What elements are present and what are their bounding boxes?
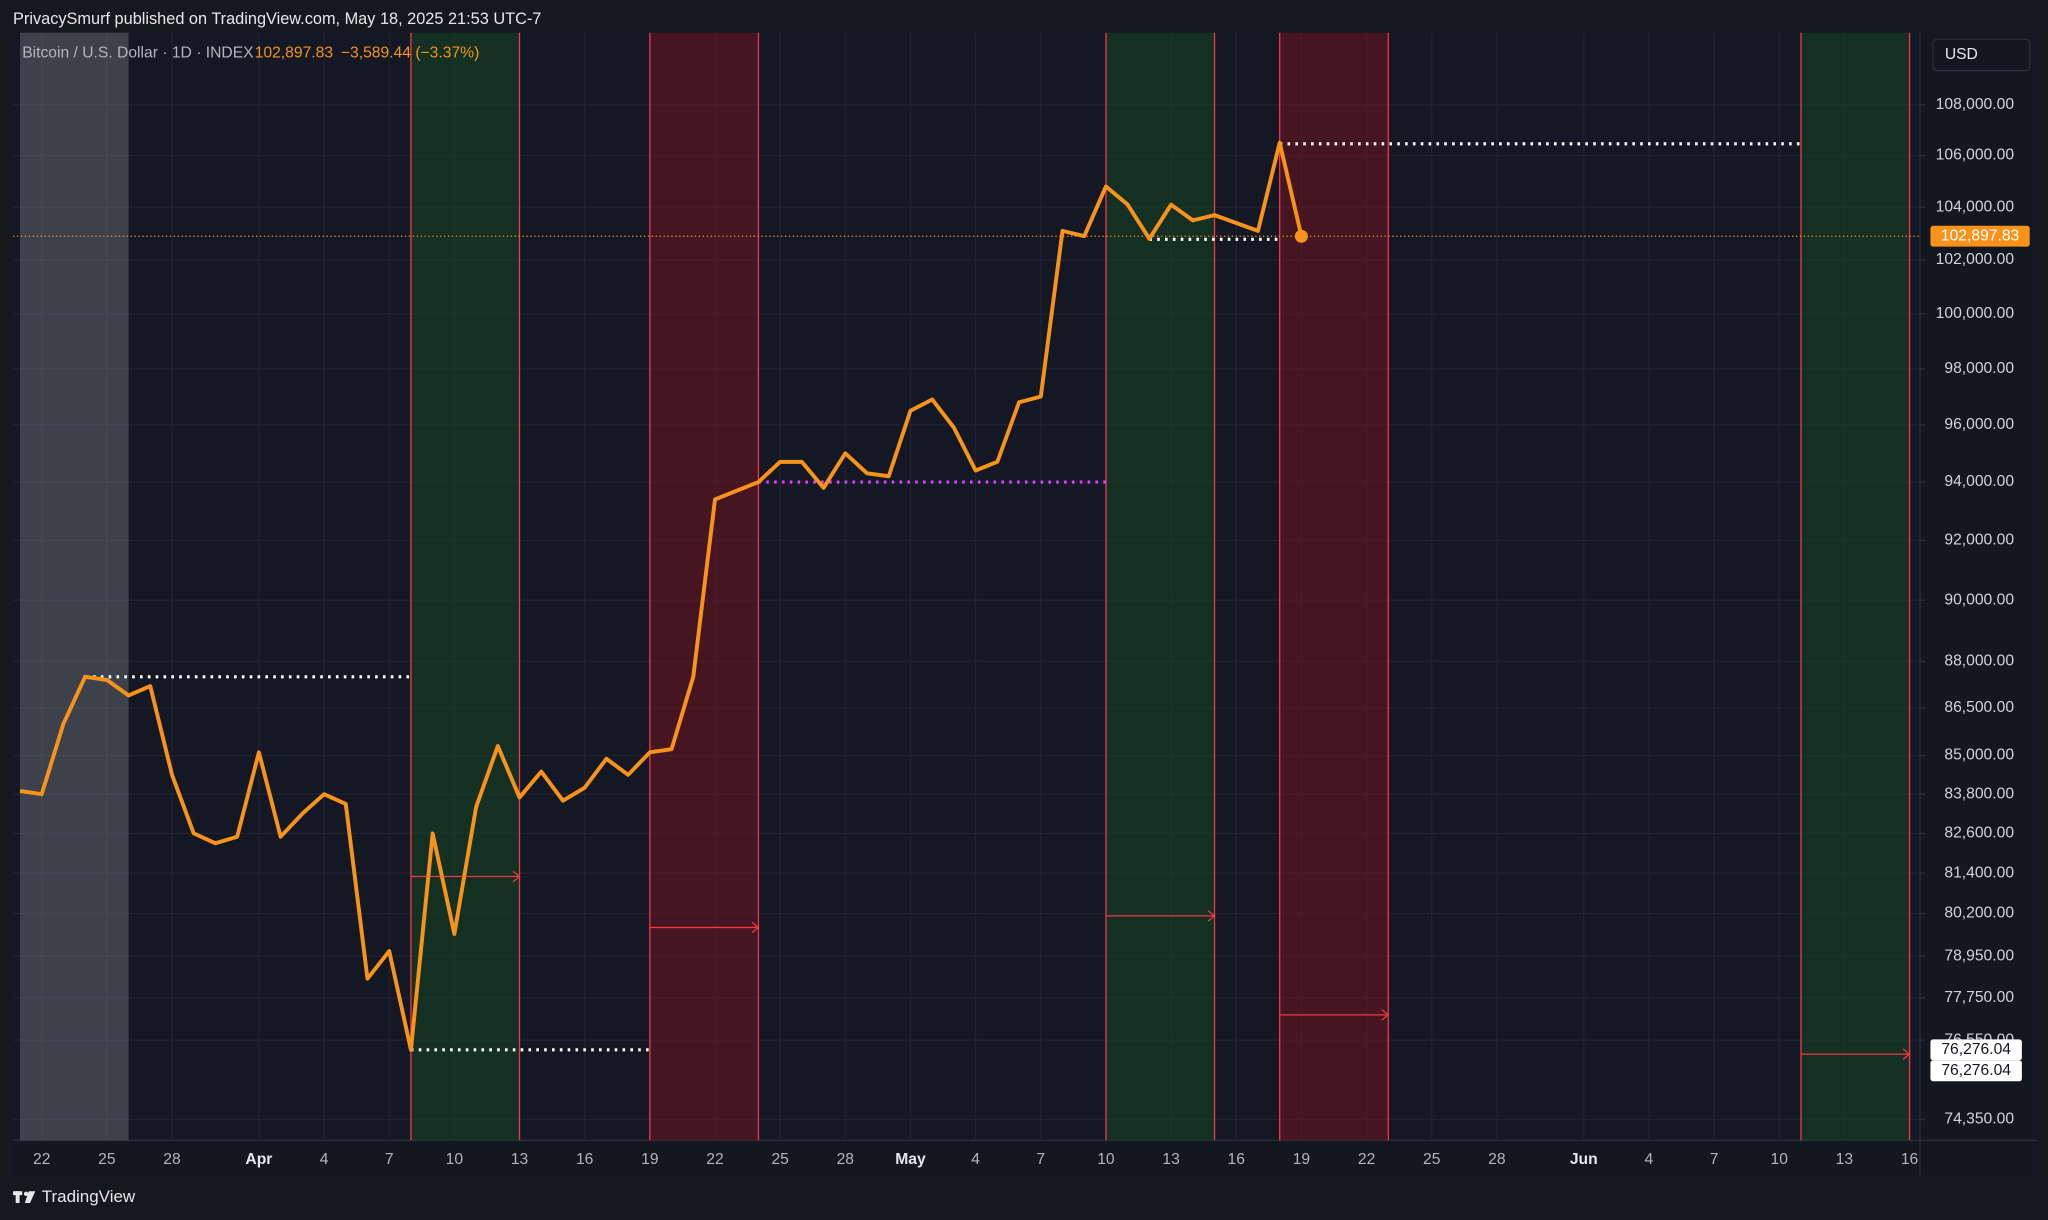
x-tick-label: Jun [1570, 1151, 1598, 1168]
y-tick-label: 82,600.00 [1944, 825, 2014, 842]
x-tick-label: 25 [98, 1151, 116, 1168]
x-tick-label: 13 [1162, 1151, 1180, 1168]
x-tick-label: 16 [576, 1151, 594, 1168]
y-tick-label: 98,000.00 [1944, 360, 2014, 377]
brand-name: TradingView [42, 1187, 136, 1206]
y-tick-label: 100,000.00 [1936, 305, 2015, 322]
x-tick-label: 7 [385, 1151, 394, 1168]
x-tick-label: 22 [706, 1151, 723, 1168]
price-line [19, 140, 1304, 1052]
legend-symbol: Bitcoin / U.S. Dollar · 1D · INDEX [22, 45, 254, 62]
x-tick-label: 13 [511, 1151, 529, 1168]
arrow-head [1381, 1009, 1390, 1021]
x-tick-label: 10 [1771, 1151, 1789, 1168]
highlight-band [1105, 32, 1215, 1141]
brand-logo [13, 1191, 36, 1203]
x-tick-label: 7 [1710, 1151, 1719, 1168]
x-tick-label: 10 [446, 1151, 464, 1168]
y-tick-label: 96,000.00 [1944, 416, 2014, 433]
arrow-head [751, 921, 760, 934]
x-tick-label: 25 [771, 1151, 789, 1168]
y-tick-label: 104,000.00 [1936, 198, 2015, 215]
x-tick-label: 4 [320, 1151, 329, 1168]
axes: 74,350.0076,550.0077,750.0078,950.0080,2… [33, 96, 2030, 1168]
x-tick-label: 4 [1645, 1151, 1654, 1168]
arrow-head [512, 870, 521, 883]
logo-part [23, 1191, 29, 1197]
x-tick-label: 28 [163, 1151, 181, 1168]
arrow-head [1902, 1048, 1911, 1060]
header-text: PrivacySmurf published on TradingView.co… [13, 10, 541, 28]
highlight-band [410, 32, 520, 1141]
price-marker-box [1930, 1039, 2022, 1061]
y-tick-label: 78,950.00 [1944, 947, 2014, 964]
highlight-band [1800, 32, 1910, 1141]
y-tick-label: 108,000.00 [1936, 96, 2015, 113]
bands [19, 32, 1911, 1141]
legend-change: −3,589.44 (−3.37%) [341, 45, 479, 62]
legend-price: 102,897.83 [255, 45, 334, 62]
y-tick-label: 81,400.00 [1944, 864, 2014, 881]
y-tick-label: 74,350.00 [1944, 1111, 2014, 1128]
x-tick-label: 28 [837, 1151, 855, 1168]
series [19, 140, 1308, 1052]
y-tick-label: 90,000.00 [1944, 591, 2014, 608]
highlight-band [19, 32, 129, 1141]
last-price-label: 102,897.83 [1941, 227, 2020, 244]
x-tick-label: Apr [245, 1151, 272, 1168]
x-tick-label: 22 [1358, 1151, 1375, 1168]
x-tick-label: 7 [1036, 1151, 1045, 1168]
logo-part [24, 1191, 36, 1203]
x-tick-label: May [895, 1151, 926, 1168]
y-tick-label: 94,000.00 [1944, 473, 2014, 490]
currency-box[interactable] [1932, 38, 2031, 72]
price-marker-box [1930, 1060, 2022, 1082]
plot-area [13, 32, 1920, 1141]
logo-part [15, 1191, 20, 1203]
x-tick-label: 4 [971, 1151, 980, 1168]
highlight-band [1279, 32, 1389, 1141]
y-tick-label: 77,750.00 [1944, 989, 2014, 1006]
last-point [1294, 229, 1308, 243]
x-tick-label: 10 [1097, 1151, 1115, 1168]
x-tick-label: 16 [1901, 1151, 1919, 1168]
price-marker-label: 76,276.04 [1941, 1062, 2011, 1079]
currency-label[interactable]: USD [1945, 46, 1978, 63]
y-tick-label: 83,800.00 [1944, 785, 2014, 802]
y-tick-label: 85,000.00 [1944, 747, 2014, 764]
y-tick-label: 80,200.00 [1944, 905, 2014, 922]
x-tick-label: 28 [1488, 1151, 1506, 1168]
x-tick-label: 25 [1423, 1151, 1441, 1168]
y-tick-label: 102,000.00 [1936, 251, 2015, 268]
y-tick-label: 106,000.00 [1936, 147, 2015, 164]
x-tick-label: 19 [1293, 1151, 1310, 1168]
x-tick-label: 16 [1228, 1151, 1246, 1168]
x-tick-label: 22 [33, 1151, 50, 1168]
x-tick-label: 19 [641, 1151, 658, 1168]
y-tick-label: 88,000.00 [1944, 652, 2014, 669]
y-tick-label: 92,000.00 [1944, 532, 2014, 549]
levels [13, 142, 1920, 1060]
arrow-head [1207, 910, 1216, 922]
x-tick-label: 13 [1836, 1151, 1854, 1168]
price-marker-label: 76,276.04 [1941, 1041, 2011, 1058]
last-price-box [1930, 225, 2030, 247]
y-tick-label: 86,500.00 [1944, 699, 2014, 716]
